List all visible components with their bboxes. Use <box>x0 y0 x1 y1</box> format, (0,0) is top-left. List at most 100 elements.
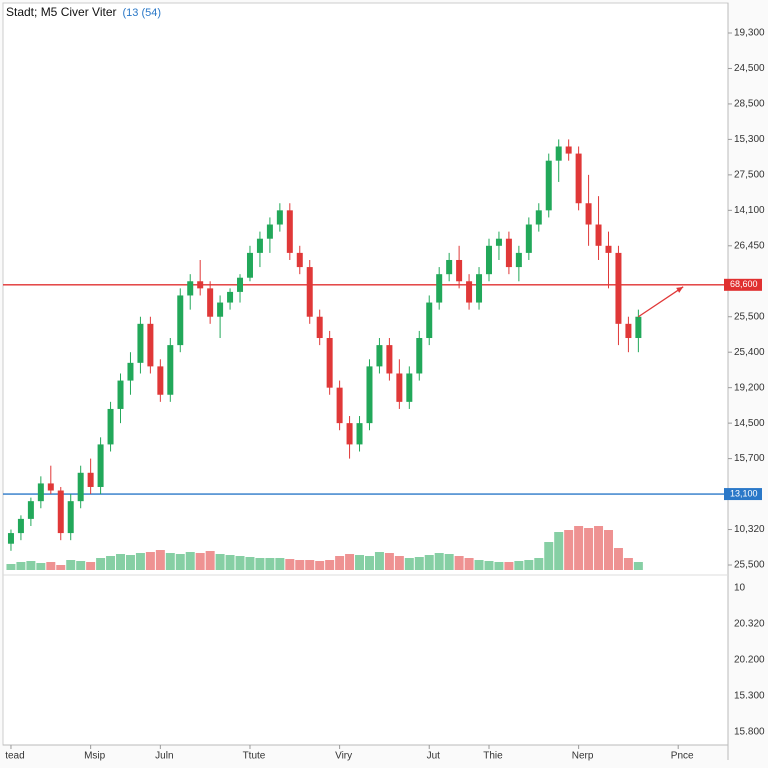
candle-body <box>535 210 542 225</box>
candle-body <box>167 345 174 395</box>
candle-body <box>426 302 433 339</box>
y-tick-label: 25,500 <box>734 560 765 571</box>
y-tick-label: 27,500 <box>734 170 765 181</box>
candle-body <box>67 501 74 534</box>
volume-bar <box>16 562 26 570</box>
chart-subtitle: (13 (54) <box>122 7 161 19</box>
candle-body <box>276 210 283 225</box>
volume-bar <box>125 555 135 570</box>
x-tick-label: Ttute <box>243 751 266 762</box>
candle-body <box>227 291 234 303</box>
candle-body <box>356 423 363 445</box>
candle-body <box>87 472 94 487</box>
candle-body <box>476 274 483 303</box>
volume-bar <box>275 558 285 570</box>
candle-body <box>416 338 423 374</box>
volume-bar <box>185 552 195 570</box>
x-tick-label: Viry <box>335 751 352 762</box>
candle-body <box>505 238 512 268</box>
candle-body <box>495 238 502 246</box>
candle-body <box>346 423 353 445</box>
volume-bar <box>66 560 76 570</box>
volume-bar <box>384 553 394 570</box>
candle-body <box>207 288 214 317</box>
volume-bar <box>6 564 16 570</box>
volume-bar <box>135 553 145 570</box>
volume-bar <box>315 561 325 570</box>
volume-bar <box>205 551 215 570</box>
candle-body <box>117 380 124 409</box>
volume-bar <box>215 554 225 570</box>
volume-bar <box>564 530 574 570</box>
volume-bar <box>96 558 106 570</box>
volume-bar <box>544 542 554 570</box>
support-badge <box>724 488 762 501</box>
support-label: 13,100 <box>730 488 758 498</box>
candle-body <box>515 252 522 268</box>
candle-body <box>396 373 403 402</box>
volume-bar <box>225 555 235 570</box>
candle-body <box>306 267 313 317</box>
volume-bar <box>584 528 594 570</box>
x-tick-label: Nerp <box>572 751 594 762</box>
candle-body <box>485 245 492 275</box>
y-tick-label: 10,320 <box>734 524 765 535</box>
candle-body <box>406 373 413 402</box>
candle-body <box>77 472 84 502</box>
volume-bar <box>613 548 623 570</box>
volume-bar <box>26 561 36 570</box>
candle-body <box>456 259 463 282</box>
candle-body <box>605 245 612 253</box>
volume-bar <box>285 559 295 570</box>
volume-axis-label: 15.300 <box>734 691 765 702</box>
volume-bar <box>364 556 374 570</box>
y-tick-label: 26,450 <box>734 240 765 251</box>
volume-bar <box>484 561 494 570</box>
candle-body <box>595 224 602 246</box>
candle-body <box>107 408 114 445</box>
volume-bar <box>424 555 434 570</box>
volume-axis-label: 20.320 <box>734 619 765 630</box>
candle-body <box>525 224 532 253</box>
volume-bar <box>195 553 205 570</box>
candle-body <box>37 483 44 502</box>
volume-bar <box>494 562 504 570</box>
candle-body <box>57 490 64 534</box>
volume-bar <box>235 556 245 570</box>
candle-body <box>217 302 224 317</box>
volume-bar <box>116 554 126 570</box>
candle-body <box>177 295 184 346</box>
candle-body <box>47 483 54 491</box>
y-tick-label: 15,300 <box>734 134 765 145</box>
volume-bar <box>514 561 524 570</box>
y-tick-label: 19,200 <box>734 382 765 393</box>
y-tick-label: 25,500 <box>734 311 765 322</box>
trend-arrow <box>638 286 684 318</box>
volume-bar <box>404 558 414 570</box>
volume-bar <box>86 562 96 570</box>
x-tick-label: Pnce <box>671 751 694 762</box>
volume-axis-label: 10 <box>734 583 746 594</box>
candle-body <box>615 252 622 324</box>
candle-body <box>256 238 263 253</box>
candle-body <box>266 224 273 239</box>
volume-bar <box>633 562 643 570</box>
chart-title: Stadt; M5 Civer Viter <box>6 5 116 19</box>
volume-bar <box>444 554 454 570</box>
volume-bar <box>554 532 564 570</box>
volume-axis-label: 20.200 <box>734 655 765 666</box>
y-tick-label: 14,500 <box>734 418 765 429</box>
candle-body <box>246 252 253 278</box>
volume-bar <box>335 556 345 570</box>
candle-body <box>137 323 144 363</box>
volume-bar <box>145 552 155 570</box>
trend-arrow-head <box>676 286 684 293</box>
candle-body <box>585 203 592 225</box>
volume-bar <box>175 554 185 570</box>
volume-bar <box>36 563 46 570</box>
volume-bar <box>454 556 464 570</box>
volume-bar <box>155 550 165 570</box>
volume-bar <box>355 555 365 570</box>
volume-bar <box>295 560 305 570</box>
volume-bar <box>474 560 484 570</box>
